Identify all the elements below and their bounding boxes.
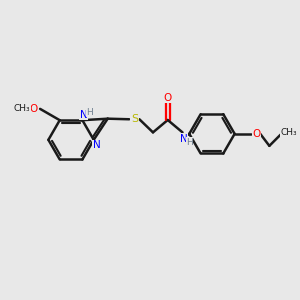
Text: CH₃: CH₃ bbox=[14, 104, 30, 113]
Text: O: O bbox=[252, 129, 260, 139]
Text: O: O bbox=[164, 93, 172, 103]
Text: H: H bbox=[186, 138, 193, 147]
Text: CH₃: CH₃ bbox=[280, 128, 297, 137]
Text: S: S bbox=[131, 114, 138, 124]
Text: N: N bbox=[180, 134, 188, 144]
Text: N: N bbox=[80, 110, 88, 120]
Text: H: H bbox=[87, 108, 93, 117]
Text: O: O bbox=[30, 104, 38, 114]
Text: N: N bbox=[93, 140, 101, 150]
